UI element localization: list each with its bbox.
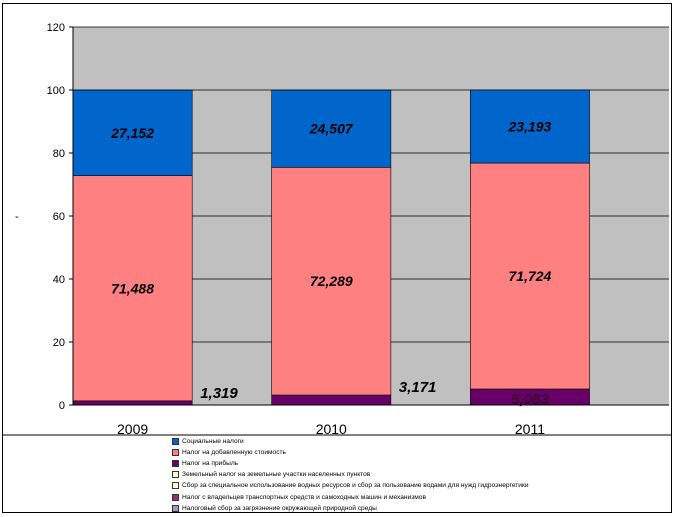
legend-item: Налоговый сбор за загрязнение окружающей… [172,503,602,514]
legend-item: Земельный налог на земельные участки нас… [172,469,602,480]
data-label: 27,152 [110,125,154,141]
y-tick-label: 60 [53,211,65,223]
legend-swatch [172,460,179,468]
legend-swatch [172,504,179,512]
legend-swatch [172,493,179,501]
y-axis-label: - [15,211,19,223]
legend-label: Налоговый сбор за загрязнение окружающей… [182,504,377,512]
x-axis-ticks: 2009 2010 2011 [117,421,545,437]
bar-segment [72,400,193,406]
bar-segment [271,394,392,406]
legend-label: Сбор за специальное использование водных… [182,482,529,490]
y-axis-ticks: 0 20 40 60 80 100 120 [47,22,73,412]
data-label: 3,171 [399,379,437,396]
bar-segment [72,175,193,402]
legend-swatch [172,482,179,490]
legend: Социальные налоги Налог на добавленную ст… [172,436,602,514]
bar-segment [271,89,392,168]
legend-swatch [172,471,179,479]
y-tick-label: 20 [53,337,65,349]
legend-item: Налог с владельцев транспортных средств … [172,491,602,502]
data-label: 23,193 [508,119,552,135]
legend-swatch [172,438,179,446]
legend-label: Налог на добавленную стоимость [182,449,286,457]
legend-label: Земельный налог на земельные участки нас… [182,471,371,479]
x-tick-label: 2011 [515,421,545,437]
x-tick-label: 2009 [117,421,148,437]
data-label: 5,083 [511,391,549,408]
legend-item: Налог на прибыль [172,458,602,469]
legend-swatch [172,449,179,457]
legend-item: Социальные налоги [172,436,602,447]
legend-label: Социальные налоги [182,438,244,446]
data-label: 1,319 [200,385,238,402]
data-labels: 1,319 71,488 27,152 3,171 72,289 24,507 5,083 7… [110,119,551,408]
bar-segment [72,89,193,176]
data-label: 72,289 [310,273,353,289]
legend-item: Сбор за специальное использование водных… [172,480,602,491]
bars [72,89,590,406]
legend-item: Налог на добавленную стоимость [172,447,602,458]
legend-label: Налог на прибыль [182,460,239,468]
x-tick-label: 2010 [316,421,347,437]
data-label: 24,507 [309,121,354,137]
chart-frame [2,3,672,513]
legend-label: Налог с владельцев транспортных средств … [182,493,426,501]
y-tick-label: 120 [47,22,65,34]
bar-segment [470,89,590,164]
y-tick-label: 80 [53,148,65,160]
data-label: 71,488 [111,280,154,296]
y-tick-label: 40 [53,274,65,286]
y-tick-label: 100 [47,85,65,97]
data-label: 71,724 [509,268,552,284]
bar-segment [271,167,392,396]
y-tick-label: 0 [59,400,65,412]
